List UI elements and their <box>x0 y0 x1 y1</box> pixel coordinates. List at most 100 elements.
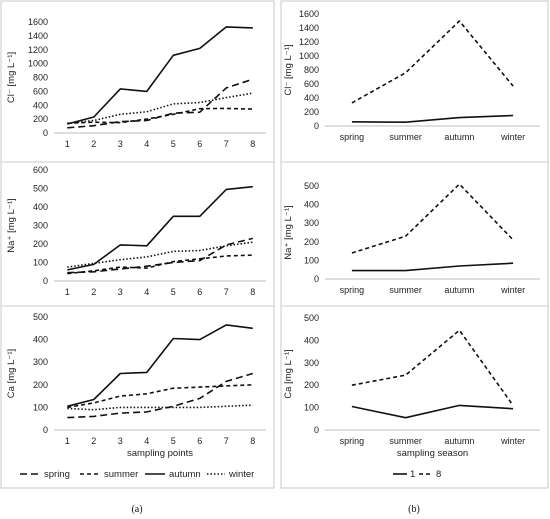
series-line-summer <box>67 107 253 125</box>
legend-a-summer-label: summer <box>104 469 138 480</box>
series-line-8 <box>351 329 514 406</box>
series-line-spring <box>67 237 253 274</box>
y-tick-label: 200 <box>33 114 48 124</box>
series-line-1 <box>351 262 514 272</box>
y-tick-label: 100 <box>33 402 48 412</box>
y-tick-label: 500 <box>33 184 48 194</box>
x-tick-label: 6 <box>197 139 202 149</box>
y-tick-label: 400 <box>33 100 48 110</box>
y-tick-label: 600 <box>33 86 48 96</box>
y-tick-label: 300 <box>304 358 319 368</box>
y-tick-label: 100 <box>304 255 319 265</box>
legend-b: 1 8 <box>393 469 441 480</box>
x-tick-label: 4 <box>144 139 149 149</box>
y-tick-label: 800 <box>304 65 319 75</box>
x-axis-label: sampling season <box>397 448 468 459</box>
series-line-8 <box>351 20 514 104</box>
y-tick-label: 1000 <box>28 59 48 69</box>
x-tick-label: 2 <box>91 436 96 446</box>
series-line-winter <box>67 404 253 411</box>
x-tick-label: summer <box>389 285 422 295</box>
y-tick-label: 400 <box>304 200 319 210</box>
y-tick-label: 300 <box>33 357 48 367</box>
x-tick-label: 8 <box>250 287 255 297</box>
x-tick-label: 1 <box>65 287 70 297</box>
series-line-autumn <box>67 26 253 125</box>
y-tick-label: 1200 <box>299 37 319 47</box>
x-tick-label: 3 <box>118 287 123 297</box>
y-tick-label: 400 <box>33 335 48 345</box>
y-tick-label: 1600 <box>28 17 48 27</box>
x-tick-label: winter <box>500 285 525 295</box>
y-tick-label: 600 <box>304 79 319 89</box>
x-tick-label: 4 <box>144 287 149 297</box>
y-tick-label: 500 <box>304 181 319 191</box>
series-line-winter <box>67 241 253 268</box>
series-line-winter <box>67 92 253 125</box>
legend-b-1-label: 1 <box>410 469 415 480</box>
y-tick-label: 1000 <box>299 51 319 61</box>
y-tick-label: 200 <box>33 380 48 390</box>
x-tick-label: 2 <box>91 139 96 149</box>
y-tick-label: 0 <box>314 121 319 131</box>
x-tick-label: autumn <box>444 436 474 446</box>
figure-label-a: (a) <box>131 504 142 515</box>
x-tick-label: 4 <box>144 436 149 446</box>
x-tick-label: autumn <box>444 285 474 295</box>
x-tick-label: winter <box>500 436 525 446</box>
legend-b-8-label: 8 <box>436 469 441 480</box>
panel-a-frame <box>0 0 275 489</box>
panel-b-frame <box>280 0 549 489</box>
figure-label-b: (b) <box>408 504 420 515</box>
x-tick-label: 6 <box>197 287 202 297</box>
y-tick-label: 200 <box>33 239 48 249</box>
y-tick-label: 400 <box>304 335 319 345</box>
y-axis-label: Cl⁻ [mg L⁻¹] <box>283 44 294 95</box>
chart-cl_points: 0 200 400 600 800 1000 1200 1400 1600 1 2 3 4 5 6 7 8 Cl⁻… <box>6 17 266 149</box>
series-line-summer <box>67 384 253 409</box>
y-tick-label: 0 <box>43 425 48 435</box>
x-tick-label: autumn <box>444 132 474 142</box>
y-tick-label: 100 <box>33 258 48 268</box>
chart-cl_season: 0 200 400 600 800 1000 1200 1400 1600 spring summe… <box>283 9 540 142</box>
y-tick-label: 1600 <box>299 9 319 19</box>
y-tick-label: 100 <box>304 403 319 413</box>
series-line-1 <box>351 114 514 123</box>
x-tick-label: 8 <box>250 436 255 446</box>
x-tick-label: 5 <box>171 139 176 149</box>
y-tick-label: 1200 <box>28 45 48 55</box>
series-line-autumn <box>67 324 253 408</box>
x-tick-label: 5 <box>171 436 176 446</box>
x-tick-label: 5 <box>171 287 176 297</box>
y-tick-label: 400 <box>304 93 319 103</box>
y-tick-label: 0 <box>43 128 48 138</box>
y-axis-label: Ca [mg L⁻¹] <box>6 349 17 398</box>
legend-a: spring summer autumn winter <box>20 469 254 480</box>
y-tick-label: 300 <box>33 221 48 231</box>
series-line-spring <box>67 372 254 419</box>
x-tick-label: winter <box>500 132 525 142</box>
x-tick-label: 1 <box>65 436 70 446</box>
x-tick-label: spring <box>340 285 365 295</box>
x-tick-label: 7 <box>224 287 229 297</box>
y-tick-label: 0 <box>314 425 319 435</box>
y-axis-label: Na⁺ [mg L⁻¹] <box>283 205 294 259</box>
y-tick-label: 500 <box>304 313 319 323</box>
y-axis-label: Ca [mg L⁻¹] <box>283 349 294 398</box>
chart-ca_points: 0 100 200 300 400 500 1 2 3 4 5 6 7 8 sampling points C… <box>6 312 266 459</box>
y-tick-label: 500 <box>33 312 48 322</box>
x-tick-label: 3 <box>118 436 123 446</box>
y-tick-label: 1400 <box>299 23 319 33</box>
chart-ca_season: 0 100 200 300 400 500 spring summer autumn winter… <box>283 313 540 459</box>
chart-na_points: 0 100 200 300 400 500 600 1 2 3 4 5 6 7 8 Na⁺ [mg L⁻¹] <box>6 165 266 297</box>
y-tick-label: 0 <box>43 276 48 286</box>
y-tick-label: 200 <box>304 107 319 117</box>
x-tick-label: spring <box>340 436 365 446</box>
series-line-8 <box>351 183 514 254</box>
x-tick-label: 8 <box>250 139 255 149</box>
x-tick-label: 7 <box>224 436 229 446</box>
x-tick-label: 1 <box>65 139 70 149</box>
